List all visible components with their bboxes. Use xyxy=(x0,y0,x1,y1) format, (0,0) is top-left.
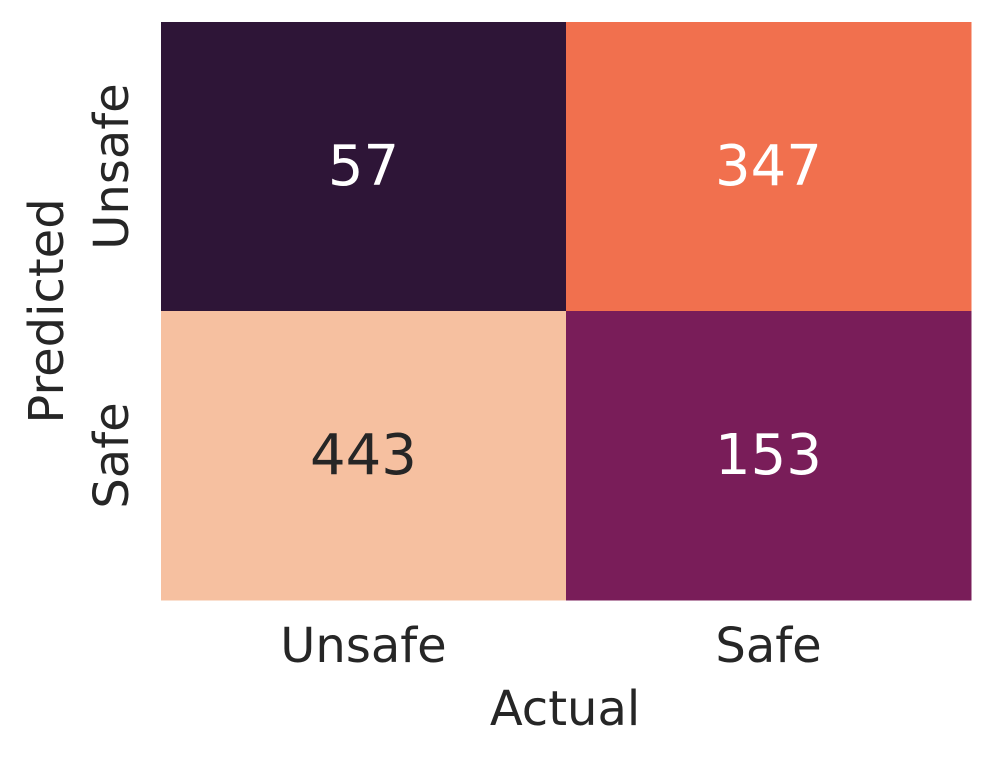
cell-value-label-1-0: 443 xyxy=(310,423,417,488)
heatmap-cell-0-0 xyxy=(161,22,567,312)
heatmap-cell-1-1 xyxy=(566,311,972,601)
x-tick-labels: Unsafe Safe xyxy=(280,618,821,674)
cell-value-label-1-1: 153 xyxy=(715,423,822,488)
y-axis-label: Predicted xyxy=(19,198,75,423)
cell-value-label-0-0: 57 xyxy=(328,134,399,199)
heatmap-cell-labels: 57 347 443 153 xyxy=(310,134,822,488)
y-tick-label: Safe xyxy=(84,402,140,508)
heatmap-cell-1-0 xyxy=(161,311,567,601)
cell-value-label-0-1: 347 xyxy=(715,134,822,199)
y-tick-labels: Unsafe Safe xyxy=(84,83,140,508)
x-axis-label: Actual xyxy=(490,681,640,737)
x-tick-label: Unsafe xyxy=(280,618,446,674)
x-tick-label: Safe xyxy=(715,618,821,674)
heatmap-cell-0-1 xyxy=(566,22,972,312)
y-tick-label: Unsafe xyxy=(84,83,140,249)
heatmap-cells xyxy=(161,22,972,601)
